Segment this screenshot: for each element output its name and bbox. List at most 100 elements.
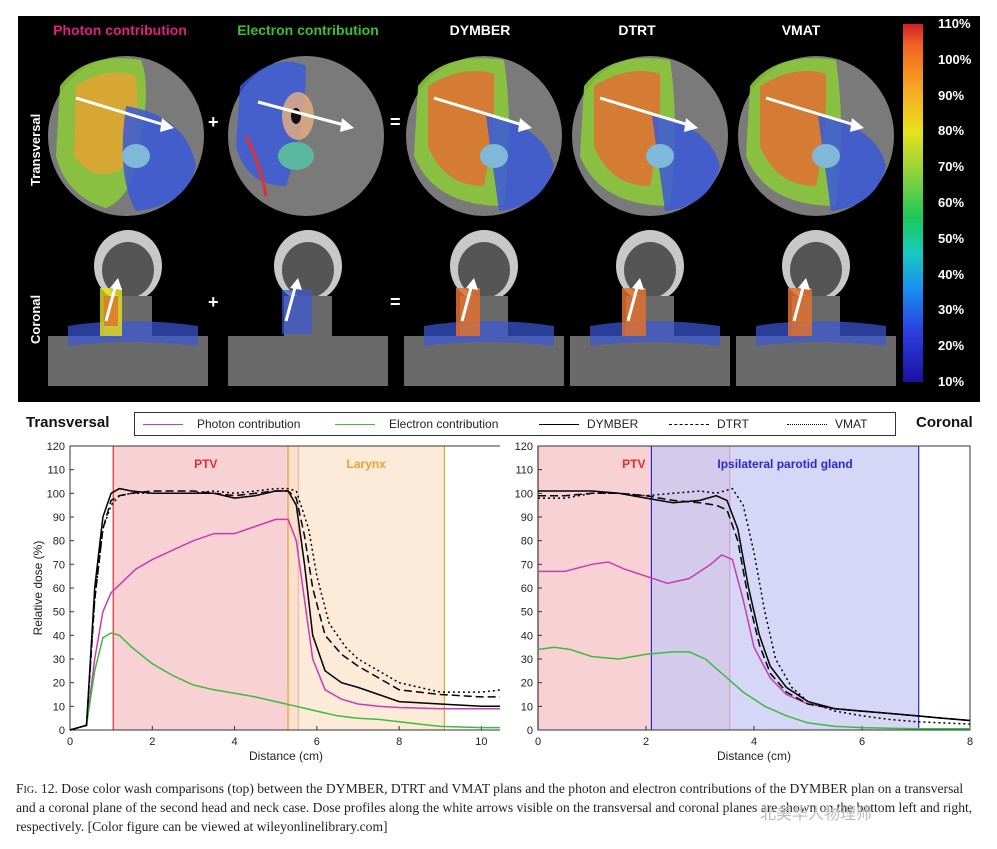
coronal-dtrt-scan [570,230,730,386]
y-tick-label: 50 [521,607,533,619]
y-tick-label: 40 [53,630,65,642]
transversal-photon-scan [48,56,204,216]
series-line-photon-contribution [69,518,500,731]
legend-label-dymber: DYMBER [587,417,639,431]
legend-label-photon: Photon contribution [197,417,301,431]
x-tick-label: 8 [967,736,973,748]
column-title-photon: Photon contribution [53,22,187,38]
series-line-electron-contribution [537,646,970,730]
y-tick-label: 120 [47,441,65,453]
series-line-dtrt [69,490,500,731]
transversal-electron-scan [228,56,384,216]
x-tick-label: 8 [396,736,402,748]
colorbar-tick-label: 100% [938,51,972,67]
region-label: Ipsilateral parotid gland [717,457,852,471]
y-tick-label: 50 [53,607,65,619]
series-line-vmat [538,487,971,725]
transversal-dtrt-scan [572,56,728,216]
equals-operator-transversal: = [390,112,401,132]
coronal-photon-scan [48,230,208,386]
y-tick-label: 70 [521,559,533,571]
y-tick-label: 10 [521,701,533,713]
y-tick-label: 0 [527,725,533,737]
x-tick-label: 0 [535,736,541,748]
dose-colorbar [903,24,923,382]
y-tick-label: 70 [53,559,65,571]
x-tick-label: 10 [475,736,487,748]
profile-label-coronal: Coronal [916,414,973,431]
y-tick-label: 110 [515,465,533,477]
chart-legend: Photon contribution Electron contributio… [134,412,896,436]
y-tick-label: 120 [515,441,533,453]
colorbar-tick-label: 20% [938,338,965,354]
watermark-text: 北美华人物理师 [760,804,873,823]
y-tick-label: 30 [521,654,533,666]
region-label: Larynx [347,457,387,471]
colorbar-tick-label: 90% [938,87,965,103]
y-tick-label: 100 [515,488,533,500]
legend-label-vmat: VMAT [835,417,868,431]
plus-operator-coronal: + [208,292,219,312]
y-tick-label: 90 [53,512,65,524]
caption-text: Dose color wash comparisons (top) betwee… [16,781,973,834]
legend-row: Transversal Coronal Photon contribution … [18,412,980,436]
region-band [651,446,919,730]
y-axis-label: Relative dose (%) [31,541,45,636]
x-tick-label: 2 [149,736,155,748]
dose-profile-chart-coronal: PTV Ipsilateral parotid gland010203040506… [515,441,973,763]
colorbar-tick-label: 110% [938,16,971,31]
series-line-electron-contribution [69,632,500,731]
legend-label-electron: Electron contribution [389,417,499,431]
transversal-dymber-scan [406,56,562,216]
legend-swatch-dymber [539,424,579,425]
y-tick-label: 10 [53,701,65,713]
colorbar-tick-label: 10% [938,374,965,389]
x-tick-label: 4 [751,736,757,748]
y-tick-label: 80 [521,536,533,548]
x-axis-label: Distance (cm) [249,749,323,763]
equals-operator-coronal: = [390,292,401,312]
figure-label: Fig. 12. [16,781,58,796]
x-tick-label: 6 [859,736,865,748]
legend-label-dtrt: DTRT [717,417,749,431]
colorbar-tick-label: 70% [938,159,965,175]
y-tick-label: 0 [59,725,65,737]
profile-label-transversal: Transversal [26,414,110,431]
y-tick-label: 110 [47,465,65,477]
transversal-vmat-scan [738,56,894,216]
region-band [288,446,445,730]
region-label: PTV [622,457,645,471]
legend-swatch-dtrt [669,424,709,425]
series-line-vmat [69,487,500,731]
region-label: PTV [194,457,217,471]
y-tick-label: 20 [53,678,65,690]
row-label-coronal: Coronal [28,294,43,344]
column-title-electron: Electron contribution [237,22,379,38]
column-title-vmat: VMAT [781,22,821,38]
coronal-electron-scan [228,230,388,386]
dose-profile-chart-transversal: PTV Larynx 0 10 20 30 40 50 60 70 80 90 100 110 120 0 2 4… [31,441,500,763]
x-axis-label: Distance (cm) [717,749,791,763]
legend-swatch-electron [335,424,375,425]
colorbar-tick-label: 50% [938,230,965,246]
x-tick-label: 2 [643,736,649,748]
colorbar-tick-label: 60% [938,195,965,210]
y-tick-label: 100 [47,488,65,500]
y-tick-label: 60 [521,583,533,595]
y-tick-label: 60 [53,583,65,595]
legend-swatch-photon [143,424,183,425]
figure-caption: Fig. 12. Dose color wash comparisons (to… [16,779,984,836]
column-title-dtrt: DTRT [618,22,656,38]
x-tick-label: 6 [314,736,320,748]
colorbar-tick-label: 30% [938,302,965,318]
series-line-dymber [69,487,500,731]
colorbar-tick-label: 40% [938,266,965,282]
column-title-dymber: DYMBER [449,22,511,38]
x-tick-label: 4 [232,736,238,748]
legend-swatch-vmat [787,424,827,425]
y-tick-label: 40 [521,630,533,642]
dose-colorwash-panel: Photon contribution Electron contributio… [18,16,980,402]
y-tick-label: 30 [53,654,65,666]
coronal-vmat-scan [736,230,896,386]
colorbar-tick-label: 80% [938,123,965,139]
